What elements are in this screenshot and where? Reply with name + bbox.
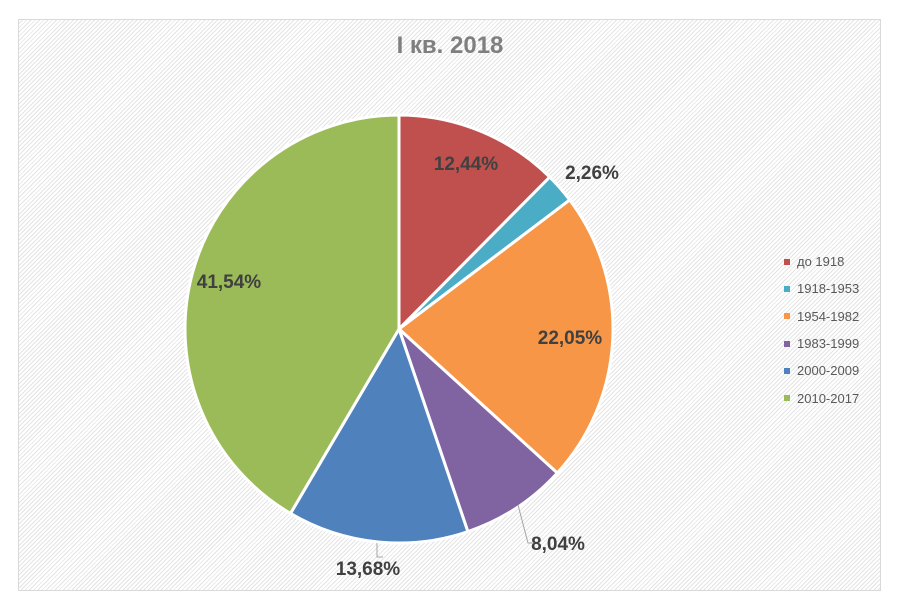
pie-slice-1954-1982 <box>396 197 615 476</box>
data-label: 2,26% <box>565 163 619 184</box>
legend-item: 2000-2009 <box>784 357 859 384</box>
legend-label: 1918-1953 <box>797 281 860 297</box>
pie-slice-2010-2017 <box>183 113 401 516</box>
data-label: 41,54% <box>197 272 262 293</box>
legend-swatch <box>784 313 790 320</box>
legend-swatch <box>784 258 790 265</box>
legend-label: 2010-2017 <box>797 390 860 406</box>
legend-swatch <box>784 367 790 374</box>
legend-swatch <box>784 395 790 402</box>
legend-item: 1918-1953 <box>784 275 859 302</box>
legend-label: 1954-1982 <box>797 308 860 324</box>
leader-line <box>517 504 534 544</box>
legend-label: 2000-2009 <box>797 363 860 379</box>
legend-item: 1983-1999 <box>784 330 859 357</box>
leader-line <box>376 543 383 558</box>
data-label: 13,68% <box>336 559 401 580</box>
data-label: 22,05% <box>538 328 603 349</box>
legend-swatch <box>784 340 790 347</box>
legend-item: до 1918 <box>784 248 859 275</box>
data-label: 8,04% <box>531 534 585 555</box>
chart-title: I кв. 2018 <box>396 32 504 59</box>
data-label: 12,44% <box>434 154 499 175</box>
pie-slice-2000-2009 <box>288 325 470 545</box>
pie-slice-1983-1999 <box>397 327 560 534</box>
legend-label: 1983-1999 <box>797 336 860 352</box>
pie-slice-до-1918 <box>397 113 552 333</box>
legend-item: 2010-2017 <box>784 384 859 411</box>
legend-item: 1954-1982 <box>784 303 859 330</box>
legend-swatch <box>784 285 790 292</box>
legend: до 1918 1918-1953 1954-1982 1983-1999 2000-2… <box>784 248 859 412</box>
legend-label: до 1918 <box>797 254 845 270</box>
